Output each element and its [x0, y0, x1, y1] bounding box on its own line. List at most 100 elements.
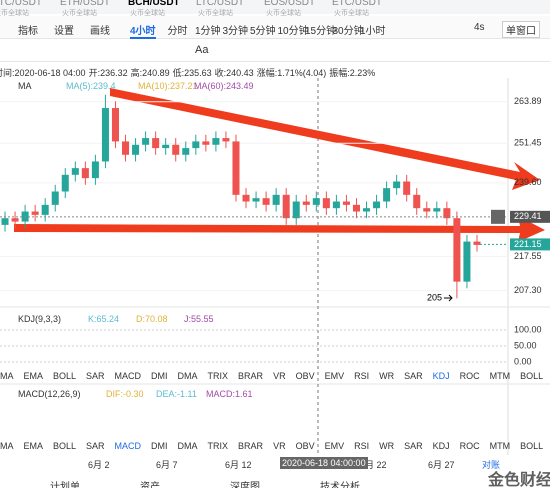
indicator-tab[interactable]: SAR: [404, 441, 423, 451]
indicator-tab[interactable]: VR: [273, 441, 286, 451]
x-axis-label: 6月 22: [360, 460, 387, 470]
tab-subtitle: 火币全球站: [266, 10, 301, 17]
candle-body: [272, 194, 280, 205]
candle-body: [142, 138, 150, 145]
indicator-tab[interactable]: BOLL: [520, 441, 544, 451]
toolbar: [0, 16, 550, 39]
indicator-tab[interactable]: TRIX: [207, 441, 229, 451]
indicator-tab[interactable]: MA: [0, 441, 14, 451]
window-mode[interactable]: 单窗口: [502, 21, 540, 38]
x-axis-label: 6月 2: [88, 460, 110, 470]
indicator-tab[interactable]: OBV: [295, 441, 315, 451]
indicator-tab[interactable]: MA: [0, 371, 14, 381]
x-axis-label: 6月 7: [156, 460, 178, 470]
candle-body: [172, 144, 180, 155]
indicator-tab[interactable]: KDJ: [432, 441, 450, 451]
panel-title: KDJ(9,3,3): [18, 314, 62, 324]
toolbar-item: 设置: [54, 26, 74, 37]
y-tick-label: 263.89: [514, 96, 542, 106]
indicator-tab[interactable]: DMA: [177, 371, 198, 381]
candle-body: [453, 218, 461, 282]
indicator-tab[interactable]: KDJ: [432, 371, 450, 381]
indicator-tab[interactable]: MTM: [489, 441, 511, 451]
candle-body: [51, 191, 59, 205]
indicator-tab[interactable]: ROC: [459, 371, 480, 381]
price-tag: [510, 210, 550, 223]
footer-tab[interactable]: 深度图: [230, 482, 260, 488]
indicator-tab[interactable]: WR: [379, 441, 395, 451]
ma-legend: MA(60):243.49: [194, 81, 254, 91]
indicator-tab[interactable]: DMI: [151, 441, 168, 451]
y-tick-label: 50.00: [514, 340, 537, 350]
indicator-tab[interactable]: RSI: [354, 441, 370, 451]
trend-arrow: [110, 88, 540, 190]
indicator-tab[interactable]: WR: [379, 371, 395, 381]
interval[interactable]: 30分钟: [332, 26, 364, 37]
tab-subtitle: 火币全球站: [334, 10, 369, 17]
ohlc-info: 涨幅:1.71%(4.04): [256, 68, 327, 78]
indicator-tab[interactable]: MACD: [114, 441, 142, 451]
indicator-tab[interactable]: SAR: [86, 371, 105, 381]
footer-tab[interactable]: 资产: [140, 482, 160, 488]
indicator-tab[interactable]: EMV: [324, 441, 345, 451]
footer-tab[interactable]: 技术分析: [320, 482, 360, 488]
tab-subtitle: 火币全球站: [62, 10, 97, 17]
indicator-tab[interactable]: BRAR: [238, 371, 264, 381]
indicator-tab[interactable]: TRIX: [207, 371, 229, 381]
candle-body: [373, 201, 381, 209]
indicator-tab[interactable]: BOLL: [53, 441, 77, 451]
indicator-tab[interactable]: BOLL: [53, 371, 77, 381]
indicator-tab[interactable]: OBV: [295, 371, 315, 381]
interval[interactable]: 分时: [167, 26, 188, 37]
interval[interactable]: 10分钟: [277, 26, 309, 37]
corner-link[interactable]: 对账: [482, 460, 501, 470]
candle-body: [242, 194, 250, 202]
interval[interactable]: 1分钟: [195, 26, 221, 37]
indicator-tab[interactable]: SAR: [404, 371, 423, 381]
indicator-tab[interactable]: BRAR: [238, 441, 264, 451]
y-tick-label: 251.45: [514, 138, 542, 148]
indicator-tab[interactable]: DMA: [177, 441, 198, 451]
tab-subtitle: 火币全球站: [198, 10, 233, 17]
interval[interactable]: 3分钟: [222, 26, 249, 37]
indicator-tab[interactable]: EMA: [23, 371, 44, 381]
indicator-tab[interactable]: SAR: [86, 441, 105, 451]
footer-tab[interactable]: 计划单: [50, 482, 80, 488]
indicator-tab[interactable]: VR: [273, 371, 286, 381]
interval[interactable]: 15分钟: [305, 26, 337, 37]
panel-title: MACD(12,26,9): [18, 389, 81, 399]
reference-price: 229.41: [514, 211, 542, 221]
interval[interactable]: 4小时: [130, 22, 156, 39]
symbol-tab: LTC/USDT: [196, 0, 245, 8]
symbol-tab: EOS/USDT: [264, 0, 316, 8]
ma-legend: MA(10):237.21: [138, 81, 198, 91]
indicator-tab[interactable]: RSI: [354, 371, 370, 381]
watermark: 金色财经: [488, 472, 550, 488]
candle-body: [1, 218, 9, 225]
interval[interactable]: 1小时: [360, 26, 386, 37]
indicator-tab[interactable]: MTM: [489, 371, 511, 381]
candle-body: [443, 208, 451, 219]
ohlc-info: 收:240.43: [214, 68, 254, 78]
indicator-tab[interactable]: MACD: [114, 371, 142, 381]
interval[interactable]: 5分钟: [250, 26, 276, 37]
indicator-tab[interactable]: EMV: [324, 371, 345, 381]
indicator-tab[interactable]: ROC: [459, 441, 480, 451]
symbol-tab: BTC/USDT: [0, 0, 42, 8]
candle-body: [222, 138, 230, 142]
toolbar-item: 画线: [90, 26, 110, 37]
indicator-tab[interactable]: BOLL: [520, 371, 544, 381]
symbol-tab: ETC/USDT: [332, 0, 382, 8]
last-price: 221.15: [514, 239, 542, 249]
ma-legend: MA: [18, 81, 32, 91]
indicator-tab[interactable]: EMA: [23, 441, 44, 451]
indicator-tab[interactable]: DMI: [151, 371, 168, 381]
candle-body: [352, 204, 360, 212]
y-tick-label: 100.00: [514, 324, 542, 334]
candle-body: [252, 198, 260, 202]
ohlc-info: 高:240.89: [130, 68, 170, 78]
candle-body: [413, 194, 421, 209]
candle-body: [162, 144, 170, 149]
candle-body: [182, 148, 190, 155]
